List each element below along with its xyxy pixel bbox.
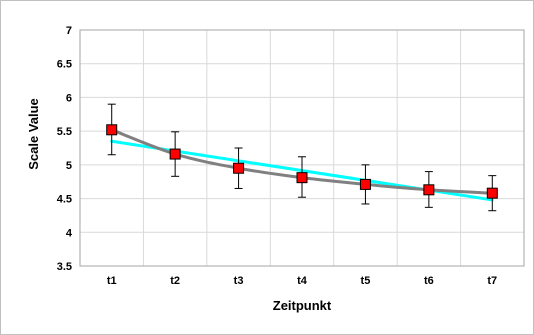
y-axis-title: Scale Value — [26, 98, 41, 170]
data-point-marker — [423, 184, 435, 196]
x-tick-label: t2 — [170, 275, 180, 287]
x-tick-label: t1 — [107, 275, 117, 287]
data-point-marker — [233, 162, 245, 174]
y-tick-label: 7 — [66, 25, 72, 37]
plot-frame-layer — [79, 29, 525, 267]
data-point-marker — [169, 148, 181, 160]
x-tick-label: t7 — [487, 275, 497, 287]
y-tick-label: 5.5 — [57, 126, 72, 138]
y-tick-label: 4 — [66, 227, 73, 239]
y-tick-label: 6.5 — [57, 59, 72, 71]
series-layer — [106, 103, 498, 212]
data-point-marker — [296, 172, 308, 184]
axis-label-layer: 3.5 4 4.5 5 5.5 6 6.5 7 t1 t2 t3 t4 t5 t6 t7 — [57, 25, 497, 287]
x-axis-title: Zeitpunkt — [273, 298, 332, 313]
data-point-marker — [359, 178, 371, 190]
x-tick-label: t5 — [361, 275, 371, 287]
data-point-marker — [486, 187, 498, 199]
data-point-marker — [106, 124, 118, 136]
plot-area-border — [79, 29, 525, 267]
x-tick-label: t4 — [297, 275, 308, 287]
y-tick-label: 4.5 — [57, 194, 72, 206]
y-tick-label: 3.5 — [57, 261, 72, 273]
y-tick-label: 5 — [66, 160, 72, 172]
x-tick-label: t6 — [424, 275, 434, 287]
x-tick-label: t3 — [234, 275, 244, 287]
y-tick-label: 6 — [66, 92, 72, 104]
